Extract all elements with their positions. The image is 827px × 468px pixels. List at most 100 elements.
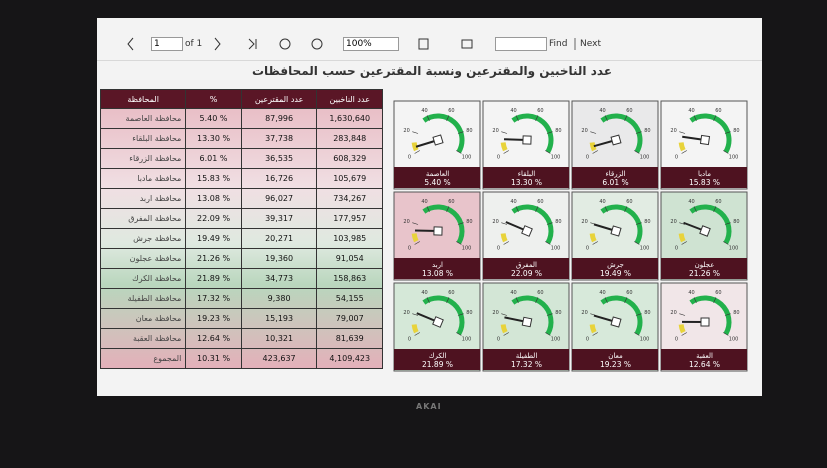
value-cell: 79,007 xyxy=(316,308,383,329)
gauge-tick xyxy=(426,206,430,212)
export-button[interactable] xyxy=(418,38,429,50)
gauge-tick-label: 60 xyxy=(537,108,543,114)
value-cell: 15.83 % xyxy=(185,168,242,189)
gauge-tick xyxy=(545,332,551,336)
gauge-label: اربد xyxy=(432,261,443,269)
gauge-tick-label: 100 xyxy=(551,155,561,161)
value-cell: 87,996 xyxy=(240,108,318,129)
gauge-tick-label: 60 xyxy=(715,108,721,114)
value-cell: 20,271 xyxy=(240,228,318,249)
gauge-caption xyxy=(572,349,658,370)
gauge-tick xyxy=(446,206,450,212)
gauge-tick-label: 80 xyxy=(466,310,472,316)
next-page-button[interactable] xyxy=(214,37,221,51)
print-button[interactable] xyxy=(461,39,473,49)
gauge-tick xyxy=(634,241,640,245)
page-input[interactable]: 1 xyxy=(151,37,183,51)
gauge-tick-label: 80 xyxy=(644,128,650,134)
gauge-label: المفرق xyxy=(516,261,537,269)
value-cell: 16,726 xyxy=(240,168,318,189)
find-input[interactable] xyxy=(495,37,547,51)
gauge-label: الطفيلة xyxy=(516,352,538,360)
gauge-label: جرش xyxy=(607,261,624,269)
gauge-band xyxy=(422,204,465,245)
gauge-band xyxy=(689,295,732,336)
gauge-tick-label: 60 xyxy=(715,290,721,296)
gauge-tick-label: 40 xyxy=(510,108,516,114)
last-page-button[interactable] xyxy=(248,38,257,50)
zoom-select[interactable]: 100% xyxy=(343,37,399,51)
gauge-value-label: 13.08 % xyxy=(422,269,453,278)
gauge-label: العقبة xyxy=(696,352,713,360)
value-cell: 19.49 % xyxy=(185,228,242,249)
gauge-tick-label: 60 xyxy=(626,108,632,114)
gauge-tick xyxy=(624,206,628,212)
gauge-tick xyxy=(456,332,462,336)
gauge-label: عجلون xyxy=(695,261,715,269)
value-cell: 96,027 xyxy=(240,188,318,209)
gauge-tick-label: 40 xyxy=(599,290,605,296)
gauge-band-low xyxy=(411,324,419,334)
gauge-tick-label: 60 xyxy=(537,199,543,205)
next-button[interactable]: Next xyxy=(580,39,601,49)
gauge-tick-label: 0 xyxy=(408,246,411,252)
gauge-tick-label: 80 xyxy=(555,128,561,134)
toolbar: 1 of 1 100% Find Next xyxy=(97,28,762,61)
table-row: محافظة المفرق 22.09 % 39,317 177,957 xyxy=(99,208,383,229)
gauge-value-label: 21.26 % xyxy=(689,269,720,278)
gauge-tick-label: 60 xyxy=(448,199,454,205)
table-row: محافظة اربد 13.08 % 96,027 734,267 xyxy=(99,188,383,209)
gauge-tick-label: 80 xyxy=(555,310,561,316)
gauge-label: معان xyxy=(608,352,623,360)
gauge-tick-label: 40 xyxy=(421,199,427,205)
gauge-value-label: 19.23 % xyxy=(600,360,631,369)
value-cell: 54,155 xyxy=(316,288,383,309)
table-body: محافظة العاصمة 5.40 % 87,996 1,630,640 محافظ… xyxy=(99,108,383,369)
governorate-cell: محافظة العاصمة xyxy=(99,108,187,129)
gauge-caption xyxy=(661,349,747,370)
gauge-tick xyxy=(713,297,717,303)
value-cell: 105,679 xyxy=(316,168,383,189)
table-row: محافظة العقبة 12.64 % 10,321 81,639 xyxy=(99,328,383,349)
gauge-tick xyxy=(546,222,553,225)
gauge-tick xyxy=(546,131,553,134)
gauge-tick xyxy=(503,241,509,245)
gauge-value-label: 6.01 % xyxy=(602,178,628,187)
gauge-hub xyxy=(432,316,444,328)
gauge-tick xyxy=(545,150,551,154)
gauge-tick xyxy=(535,206,539,212)
gauge-band-low xyxy=(589,142,597,152)
table-row: محافظة العاصمة 5.40 % 87,996 1,630,640 xyxy=(99,108,383,129)
gauge-tick xyxy=(446,297,450,303)
gauge-tick-label: 20 xyxy=(670,310,676,316)
gauge-tick xyxy=(457,131,464,134)
refresh-button[interactable] xyxy=(279,38,291,50)
gauge-band xyxy=(511,113,554,154)
gauge-tick xyxy=(592,332,598,336)
gauge-tick xyxy=(624,297,628,303)
gauge-tick xyxy=(681,241,687,245)
gauge-tick xyxy=(724,222,731,225)
value-cell: 5.40 % xyxy=(185,108,242,129)
gauge-tick-label: 20 xyxy=(492,310,498,316)
value-cell: 34,773 xyxy=(240,268,318,289)
value-cell: 12.64 % xyxy=(185,328,242,349)
gauge-tick xyxy=(723,332,729,336)
gauge-tick-label: 20 xyxy=(581,128,587,134)
back-button[interactable] xyxy=(311,38,323,50)
gauge-hub xyxy=(433,226,443,236)
gauge-tick xyxy=(604,297,608,303)
gauge-hub xyxy=(521,225,533,237)
value-cell: 423,637 xyxy=(240,348,318,369)
gauge-tick-label: 60 xyxy=(448,108,454,114)
governorate-cell: محافظة اربد xyxy=(99,188,187,209)
gauge-tick-label: 80 xyxy=(733,310,739,316)
find-button[interactable]: Find xyxy=(549,39,568,49)
gauge-tick xyxy=(724,313,731,316)
table-row: محافظة عجلون 21.26 % 19,360 91,054 xyxy=(99,248,383,269)
gauge-tick xyxy=(592,150,598,154)
gauge-tick-label: 0 xyxy=(675,337,678,343)
prev-button[interactable] xyxy=(127,37,134,51)
governorate-cell: المجموع xyxy=(99,348,187,369)
